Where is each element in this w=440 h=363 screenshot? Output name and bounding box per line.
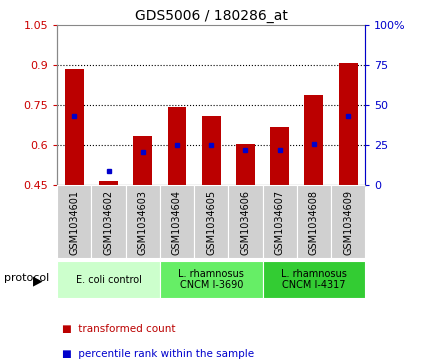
Text: GSM1034602: GSM1034602 (103, 190, 114, 255)
Text: L. rhamnosus
CNCM I-4317: L. rhamnosus CNCM I-4317 (281, 269, 347, 290)
Title: GDS5006 / 180286_at: GDS5006 / 180286_at (135, 9, 288, 23)
Text: GSM1034603: GSM1034603 (138, 190, 148, 255)
Text: ■  transformed count: ■ transformed count (62, 324, 175, 334)
Bar (263, 185, 297, 258)
Text: GSM1034601: GSM1034601 (70, 190, 79, 255)
Bar (297, 185, 331, 258)
Bar (236, 144, 255, 185)
Bar (168, 107, 187, 185)
Bar (133, 136, 152, 185)
Text: GSM1034605: GSM1034605 (206, 190, 216, 255)
Bar (92, 185, 126, 258)
Bar (160, 185, 194, 258)
Bar (57, 185, 92, 258)
Bar (263, 261, 365, 298)
Text: GSM1034604: GSM1034604 (172, 190, 182, 255)
Text: ■  percentile rank within the sample: ■ percentile rank within the sample (62, 349, 254, 359)
Bar (339, 63, 358, 185)
Bar (65, 69, 84, 185)
Text: L. rhamnosus
CNCM I-3690: L. rhamnosus CNCM I-3690 (178, 269, 244, 290)
Bar (160, 261, 263, 298)
Text: ▶: ▶ (33, 275, 42, 288)
Bar (202, 116, 220, 185)
Bar (228, 185, 263, 258)
Bar (304, 95, 323, 185)
Text: GSM1034606: GSM1034606 (240, 190, 250, 255)
Bar (331, 185, 365, 258)
Bar (57, 261, 160, 298)
Bar (270, 127, 289, 185)
Bar (194, 185, 228, 258)
Bar (126, 185, 160, 258)
Text: protocol: protocol (4, 273, 50, 283)
Text: GSM1034607: GSM1034607 (275, 190, 285, 255)
Text: GSM1034609: GSM1034609 (343, 190, 353, 255)
Bar (99, 181, 118, 185)
Text: E. coli control: E. coli control (76, 274, 142, 285)
Text: GSM1034608: GSM1034608 (309, 190, 319, 255)
